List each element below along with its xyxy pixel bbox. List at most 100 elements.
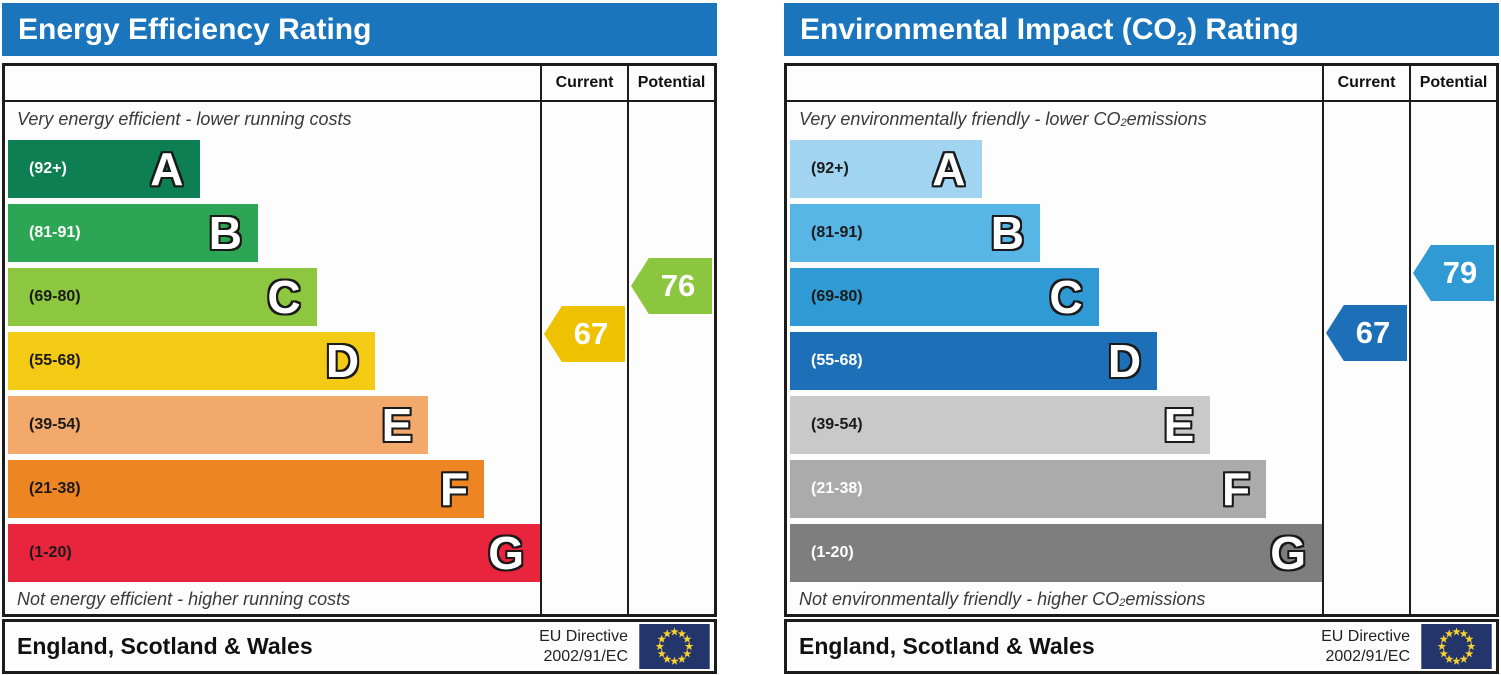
- top-caption: Very energy efficient - lower running co…: [5, 102, 540, 137]
- bands-area: Very energy efficient - lower running co…: [5, 102, 540, 614]
- band-range-label: (1-20): [811, 544, 854, 561]
- band-range-label: (92+): [811, 160, 849, 177]
- panel-title-text: Energy Efficiency Rating: [18, 13, 372, 46]
- bottom-caption: Not energy efficient - higher running co…: [5, 585, 540, 614]
- eu-flag-icon: [639, 624, 710, 669]
- eu-directive-line2: 2002/91/EC: [543, 647, 628, 665]
- band-letter: B: [208, 207, 243, 259]
- band-range-label: (55-68): [811, 352, 863, 369]
- eu-flag-icon: [1421, 624, 1492, 669]
- band-range-label: (55-68): [29, 352, 81, 369]
- band-row: (69-80) C: [5, 265, 540, 329]
- band-range-label: (69-80): [811, 288, 863, 305]
- band-range-label: (92+): [29, 160, 67, 177]
- bottom-caption: Not environmentally friendly - higher CO…: [787, 585, 1322, 614]
- band-letter: G: [1270, 527, 1306, 579]
- potential-column-body: 79: [1411, 102, 1496, 614]
- panel-title: Environmental Impact (CO2) Rating: [784, 3, 1499, 56]
- top-caption: Very environmentally friendly - lower CO…: [787, 102, 1322, 137]
- rating-table: Very energy efficient - lower running co…: [2, 63, 717, 617]
- caption-text: Very energy efficient - lower running co…: [17, 109, 352, 129]
- panel-footer: England, Scotland & Wales EU Directive 2…: [784, 619, 1499, 674]
- potential-rating-marker: 79: [1413, 245, 1494, 301]
- region-label: England, Scotland & Wales: [17, 633, 313, 659]
- band-row: (55-68) D: [787, 329, 1322, 393]
- caption-text: emissions: [1126, 109, 1207, 129]
- band-range-label: (1-20): [29, 544, 72, 561]
- panel-title-text: Environmental Impact (CO: [800, 13, 1177, 46]
- current-column: Current 67: [540, 66, 627, 614]
- potential-column: Potential 79: [1409, 66, 1496, 614]
- region-label: England, Scotland & Wales: [799, 633, 1095, 659]
- band-letter: C: [1049, 271, 1083, 323]
- band-letter: G: [488, 527, 524, 579]
- band-g: (1-20) G: [790, 524, 1322, 582]
- band-f: (21-38) F: [8, 460, 485, 518]
- panel-footer: England, Scotland & Wales EU Directive 2…: [2, 619, 717, 674]
- caption-text: Very environmentally friendly - lower CO: [799, 109, 1121, 129]
- caption-text: Not environmentally friendly - higher CO: [799, 589, 1120, 609]
- bands-area: Very environmentally friendly - lower CO…: [787, 102, 1322, 614]
- current-rating-marker: 67: [1326, 305, 1407, 361]
- band-b: (81-91) B: [790, 204, 1041, 262]
- current-column-body: 67: [1324, 102, 1409, 614]
- band-range-label: (81-91): [29, 224, 81, 241]
- band-row: (81-91) B: [5, 201, 540, 265]
- band-a: (92+) A: [8, 140, 200, 198]
- band-letter: D: [325, 335, 360, 387]
- caption-text: emissions: [1125, 589, 1206, 609]
- band-row: (92+) A: [5, 137, 540, 201]
- band-d: (55-68) D: [8, 332, 376, 390]
- band-row: (92+) A: [787, 137, 1322, 201]
- eu-directive-line2: 2002/91/EC: [1325, 647, 1410, 665]
- potential-column-body: 76: [629, 102, 714, 614]
- band-row: (21-38) F: [787, 457, 1322, 521]
- band-row: (69-80) C: [787, 265, 1322, 329]
- panel-title-text: ) Rating: [1187, 13, 1299, 46]
- current-rating-value: 67: [573, 316, 609, 351]
- potential-rating-value: 76: [660, 268, 696, 303]
- band-range-label: (21-38): [29, 480, 81, 497]
- band-e: (39-54) E: [8, 396, 429, 454]
- current-column-body: 67: [542, 102, 627, 614]
- current-rating-value: 67: [1355, 315, 1391, 350]
- band-letter: D: [1107, 335, 1142, 387]
- band-range-label: (69-80): [29, 288, 81, 305]
- bands-column-header: [5, 66, 540, 102]
- rating-table: Very environmentally friendly - lower CO…: [784, 63, 1499, 617]
- caption-text: Not energy efficient - higher running co…: [17, 589, 351, 609]
- band-row: (81-91) B: [787, 201, 1322, 265]
- energy-efficiency-panel: Energy Efficiency Rating Very energy eff…: [2, 0, 717, 674]
- band-row: (21-38) F: [5, 457, 540, 521]
- bands-column-header: [787, 66, 1322, 102]
- eu-directive-line1: EU Directive: [539, 627, 628, 645]
- eu-directive-label: EU Directive 2002/91/EC: [1321, 627, 1410, 667]
- band-range-label: (39-54): [811, 416, 863, 433]
- band-d: (55-68) D: [790, 332, 1158, 390]
- eu-directive-line1: EU Directive: [1321, 627, 1410, 645]
- band-row: (39-54) E: [787, 393, 1322, 457]
- current-rating-marker: 67: [544, 306, 625, 362]
- band-letter: F: [440, 463, 469, 515]
- band-letter: A: [150, 143, 184, 195]
- caption-subscript: 2: [1119, 596, 1126, 609]
- band-c: (69-80) C: [790, 268, 1099, 326]
- band-letter: E: [381, 399, 413, 451]
- band-row: (39-54) E: [5, 393, 540, 457]
- band-letter: F: [1222, 463, 1251, 515]
- bands-column: Very environmentally friendly - lower CO…: [787, 66, 1322, 614]
- caption-subscript: 2: [1120, 116, 1127, 129]
- potential-column-header: Potential: [629, 66, 714, 102]
- band-range-label: (39-54): [29, 416, 81, 433]
- band-g: (1-20) G: [8, 524, 540, 582]
- band-c: (69-80) C: [8, 268, 317, 326]
- band-letter: B: [990, 207, 1025, 259]
- panel-title-subscript: 2: [1176, 27, 1188, 49]
- bands-column: Very energy efficient - lower running co…: [5, 66, 540, 614]
- band-a: (92+) A: [790, 140, 982, 198]
- band-letter: A: [932, 143, 966, 195]
- environmental-impact-panel: Environmental Impact (CO2) Rating Very e…: [784, 0, 1499, 674]
- band-f: (21-38) F: [790, 460, 1267, 518]
- band-letter: E: [1163, 399, 1195, 451]
- current-column: Current 67: [1322, 66, 1409, 614]
